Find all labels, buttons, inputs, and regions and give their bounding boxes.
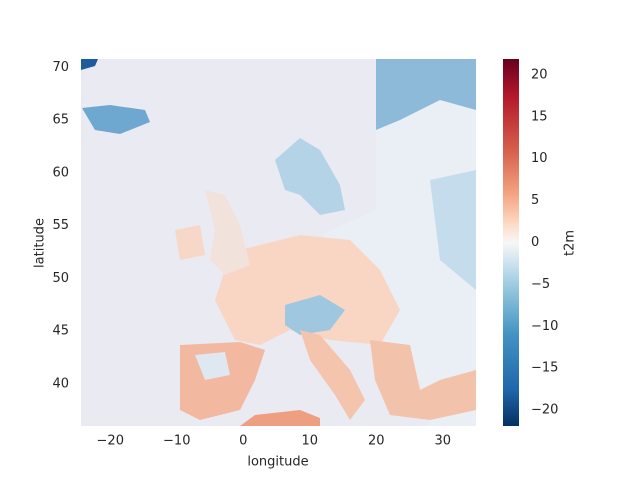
y-tick-label: 60	[52, 165, 69, 180]
iberia-plateau	[195, 352, 230, 380]
eastern-europe	[300, 59, 476, 426]
ireland	[175, 225, 205, 260]
y-tick-label: 55	[52, 218, 69, 233]
alps	[285, 295, 345, 335]
y-tick-label: 65	[52, 113, 69, 128]
y-tick-label: 45	[52, 324, 69, 339]
colorbar-tick-label: −10	[531, 319, 558, 334]
colorbar-tick-label: 10	[531, 151, 548, 166]
x-tick-label: −20	[97, 434, 124, 449]
northern-russia	[376, 59, 476, 130]
x-tick-label: 0	[239, 434, 247, 449]
russia-interior	[430, 170, 476, 290]
x-tick-label: −10	[163, 434, 190, 449]
x-tick-label: 10	[301, 434, 318, 449]
colorbar-tick-label: −15	[531, 361, 558, 376]
colorbar-tick-label: 0	[531, 235, 539, 250]
colorbar-tick-label: 5	[531, 193, 539, 208]
italy	[300, 330, 365, 420]
colorbar	[503, 59, 519, 426]
y-axis-label: latitude	[33, 218, 48, 268]
x-axis-label: longitude	[247, 455, 308, 470]
iceland	[82, 105, 150, 134]
x-tick-label: 30	[434, 434, 451, 449]
colorbar-tick-label: −5	[531, 277, 550, 292]
x-tick-label: 20	[368, 434, 385, 449]
y-tick-label: 50	[52, 271, 69, 286]
temperature-field	[81, 59, 476, 426]
scandinavia	[275, 138, 345, 215]
y-tick-label: 40	[52, 376, 69, 391]
colorbar-tick-label: 20	[531, 67, 548, 82]
colorbar-tick-label: −20	[531, 403, 558, 418]
great-britain	[205, 190, 250, 275]
y-tick-label: 70	[52, 60, 69, 75]
colorbar-label: t2m	[563, 230, 578, 256]
balkans	[370, 340, 476, 420]
north-africa	[240, 410, 320, 426]
central-europe	[215, 235, 400, 345]
greenland-edge	[81, 59, 98, 70]
colorbar-tick-label: 15	[531, 109, 548, 124]
